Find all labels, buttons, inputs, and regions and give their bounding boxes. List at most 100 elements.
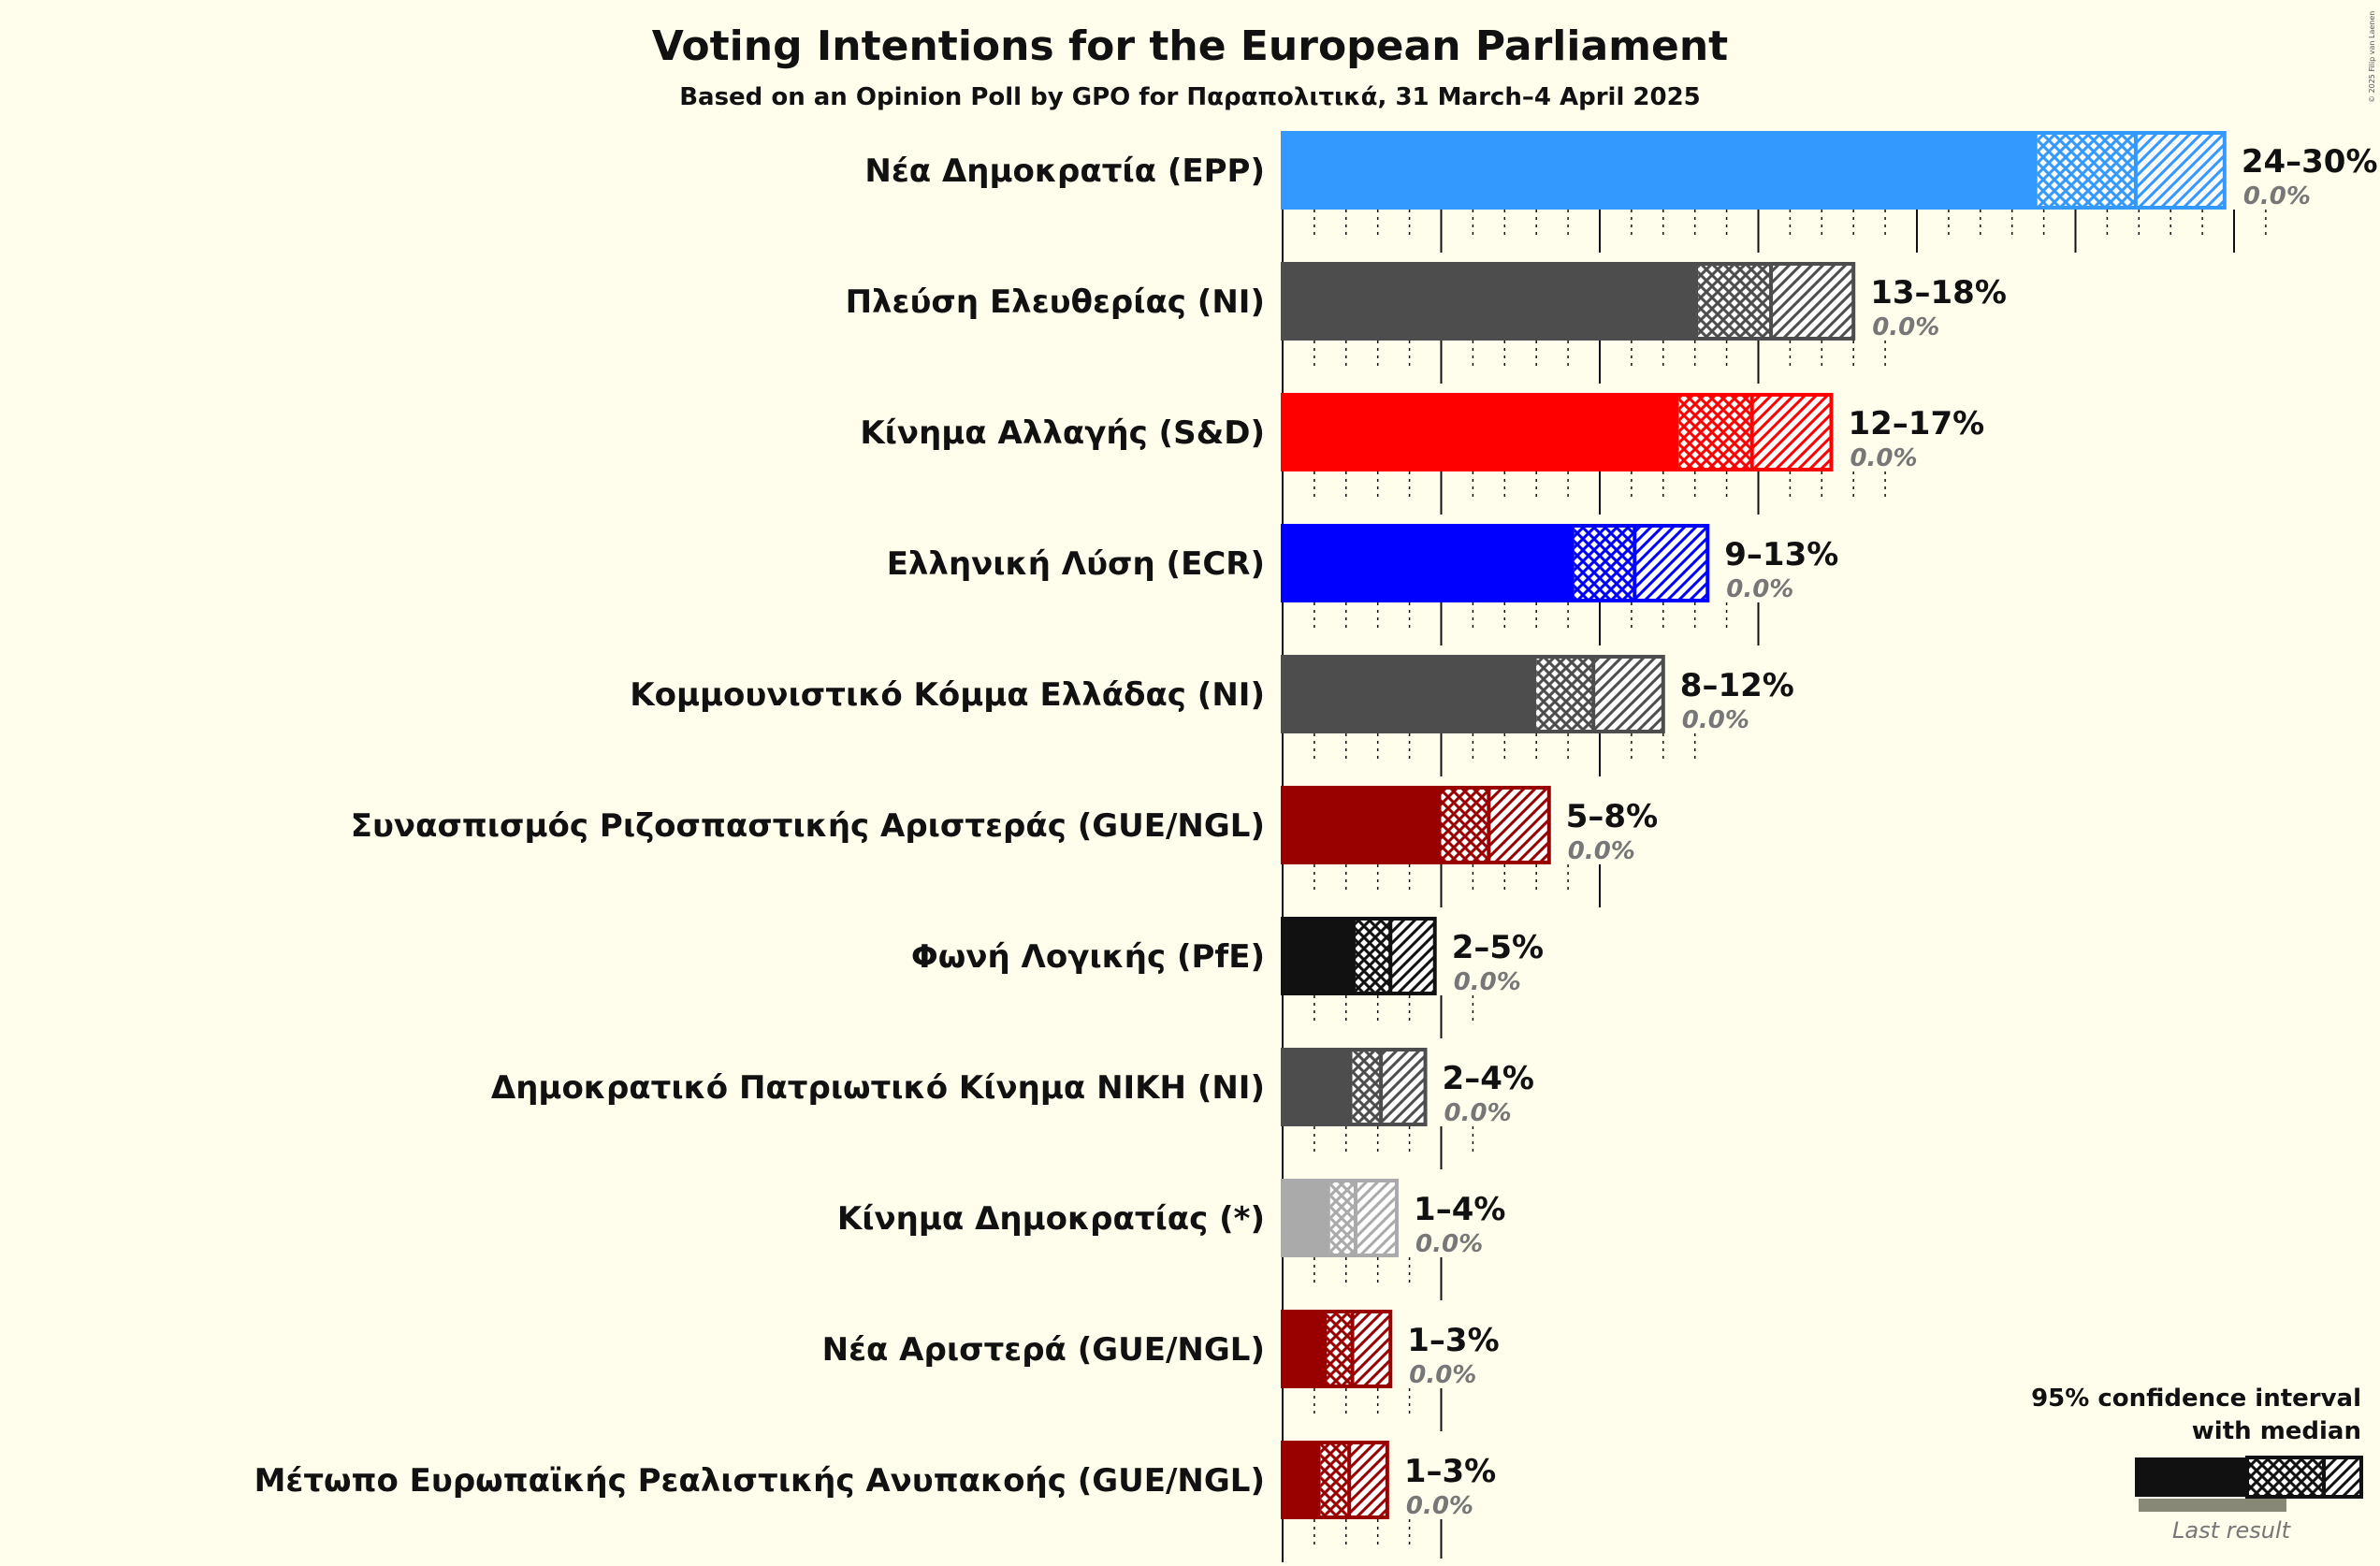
bar-outline: [1281, 131, 2227, 210]
party-label: Κίνημα Αλλαγής (S&D): [860, 414, 1265, 452]
legend-last-result-bar: [2139, 1499, 2286, 1512]
bar-outline: [1281, 917, 1437, 995]
party-label: Φωνή Λογικής (PfE): [911, 938, 1265, 976]
last-result-label: 0.0%: [1406, 1492, 1473, 1520]
party-label: Πλεύση Ελευθερίας (NI): [846, 283, 1265, 321]
party-row: Δημοκρατικό Πατριωτικό Κίνημα ΝΙΚΗ (NI) 2…: [491, 1048, 1534, 1127]
range-label: 2–4%: [1443, 1060, 1534, 1097]
range-label: 2–5%: [1452, 929, 1544, 966]
bar-solid: [1283, 1048, 1353, 1126]
range-label: 5–8%: [1566, 798, 1658, 835]
last-result-label: 0.0%: [1568, 837, 1635, 865]
last-result-label: 0.0%: [1454, 968, 1521, 996]
range-label: 12–17%: [1848, 405, 1984, 442]
bar-ci-upper: [1390, 919, 1435, 993]
bar-outline: [1281, 1179, 1400, 1257]
bar-ci-lower: [1536, 657, 1594, 732]
last-result-label: 0.0%: [1872, 313, 1939, 341]
bar-solid: [1283, 1441, 1321, 1519]
bar-ci-upper: [1355, 1181, 1398, 1255]
range-label: 1–3%: [1407, 1322, 1499, 1359]
bar-ci-upper: [1488, 788, 1549, 863]
party-label: Νέα Δημοκρατία (EPP): [864, 152, 1265, 190]
range-label: 1–4%: [1414, 1191, 1505, 1228]
bar-outline: [1281, 1310, 1393, 1388]
bar-solid: [1283, 786, 1442, 864]
legend-last-result-label: Last result: [2172, 1517, 2292, 1544]
party-row: Κίνημα Δημοκρατίας (*) 1–4%0.0%: [837, 1179, 1505, 1258]
bar-ci-lower: [2037, 133, 2136, 208]
bar-ci-lower: [1441, 788, 1489, 863]
bar-outline: [1281, 262, 1856, 341]
bar-solid: [1283, 655, 1537, 733]
bar-ci-upper: [1751, 395, 1832, 470]
last-result-label: 0.0%: [1850, 444, 1917, 472]
bar-outline: [1281, 1441, 1389, 1519]
party-label: Μέτωπο Ευρωπαϊκής Ρεαλιστικής Ανυπακοής …: [254, 1462, 1265, 1500]
bar-ci-lower: [1327, 1312, 1353, 1386]
party-row: Ελληνική Λύση (ECR) 9–13%0.0%: [887, 524, 1838, 603]
legend-hatch-swatch: [2322, 1456, 2363, 1499]
bar-ci-lower: [1355, 919, 1391, 993]
legend-title-line1: 95% confidence interval: [2031, 1385, 2361, 1413]
bar-ci-upper: [2135, 133, 2225, 208]
last-result-label: 0.0%: [1682, 706, 1749, 734]
copyright-note: © 2025 Filip van Laenen: [2368, 11, 2376, 103]
party-label: Κίνημα Δημοκρατίας (*): [837, 1200, 1265, 1238]
bar-ci-upper: [1381, 1050, 1426, 1124]
bar-outline: [1281, 524, 1710, 602]
chart-subtitle: Based on an Opinion Poll by GPO for Παρα…: [679, 83, 1701, 111]
bar-solid: [1283, 917, 1356, 995]
range-label: 1–3%: [1404, 1453, 1496, 1490]
last-result-label: 0.0%: [1409, 1361, 1476, 1389]
bar-ci-upper: [1593, 657, 1663, 732]
bar-ci-upper: [1634, 526, 1708, 601]
range-label: 8–12%: [1680, 667, 1794, 704]
legend-crosshatch-swatch: [2245, 1456, 2326, 1499]
last-result-label: 0.0%: [1444, 1099, 1512, 1127]
bar-solid: [1283, 1310, 1328, 1388]
bar-ci-lower: [1352, 1050, 1382, 1124]
last-result-label: 0.0%: [1415, 1230, 1483, 1258]
party-row: Συνασπισμός Ριζοσπαστικής Αριστεράς (GUE…: [351, 786, 1658, 865]
bar-ci-lower: [1574, 526, 1635, 601]
party-row: Νέα Δημοκρατία (EPP) 24–30%0.0%: [864, 131, 2378, 210]
chart-title: Voting Intentions for the European Parli…: [652, 22, 1728, 70]
legend-title-line2: with median: [2192, 1417, 2361, 1445]
bar-outline: [1281, 786, 1551, 864]
bar-solid: [1283, 393, 1679, 471]
party-label: Δημοκρατικό Πατριωτικό Κίνημα ΝΙΚΗ (NI): [491, 1069, 1265, 1107]
party-row: Κομμουνιστικό Κόμμα Ελλάδας (NI) 8–12%0.0…: [630, 655, 1794, 734]
range-label: 9–13%: [1724, 536, 1838, 573]
bar-ci-lower: [1698, 264, 1772, 339]
party-label: Νέα Αριστερά (GUE/NGL): [822, 1331, 1265, 1369]
bar-ci-upper: [1771, 264, 1854, 339]
range-label: 24–30%: [2242, 143, 2378, 181]
party-label: Κομμουνιστικό Κόμμα Ελλάδας (NI): [630, 676, 1265, 714]
bar-outline: [1281, 655, 1665, 733]
bar-outline: [1281, 393, 1834, 471]
bar-ci-lower: [1678, 395, 1752, 470]
party-label: Συνασπισμός Ριζοσπαστικής Αριστεράς (GUE…: [351, 807, 1265, 845]
party-row: Πλεύση Ελευθερίας (NI) 13–18%0.0%: [846, 262, 2007, 341]
party-row: Νέα Αριστερά (GUE/NGL) 1–3%0.0%: [822, 1310, 1500, 1389]
legend-solid-swatch: [2135, 1457, 2247, 1497]
bar-ci-upper: [1349, 1443, 1387, 1517]
bar-ci-lower: [1329, 1181, 1356, 1255]
last-result-label: 0.0%: [1726, 575, 1793, 603]
party-row: Φωνή Λογικής (PfE) 2–5%0.0%: [911, 917, 1544, 996]
bar-solid: [1283, 131, 2038, 210]
bar-solid: [1283, 262, 1699, 341]
bar-solid: [1283, 524, 1575, 602]
bar-ci-lower: [1320, 1443, 1350, 1517]
last-result-label: 0.0%: [2243, 182, 2311, 210]
legend: 95% confidence interval with median Last…: [2031, 1385, 2363, 1544]
party-label: Ελληνική Λύση (ECR): [887, 545, 1265, 583]
bars: Νέα Δημοκρατία (EPP) 24–30%0.0%Πλεύση Ελε…: [254, 131, 2378, 1520]
party-row: Κίνημα Αλλαγής (S&D) 12–17%0.0%: [860, 393, 1984, 472]
bar-solid: [1283, 1179, 1330, 1257]
party-row: Μέτωπο Ευρωπαϊκής Ρεαλιστικής Ανυπακοής …: [254, 1441, 1496, 1520]
bar-ci-upper: [1352, 1312, 1391, 1386]
bar-outline: [1281, 1048, 1428, 1126]
